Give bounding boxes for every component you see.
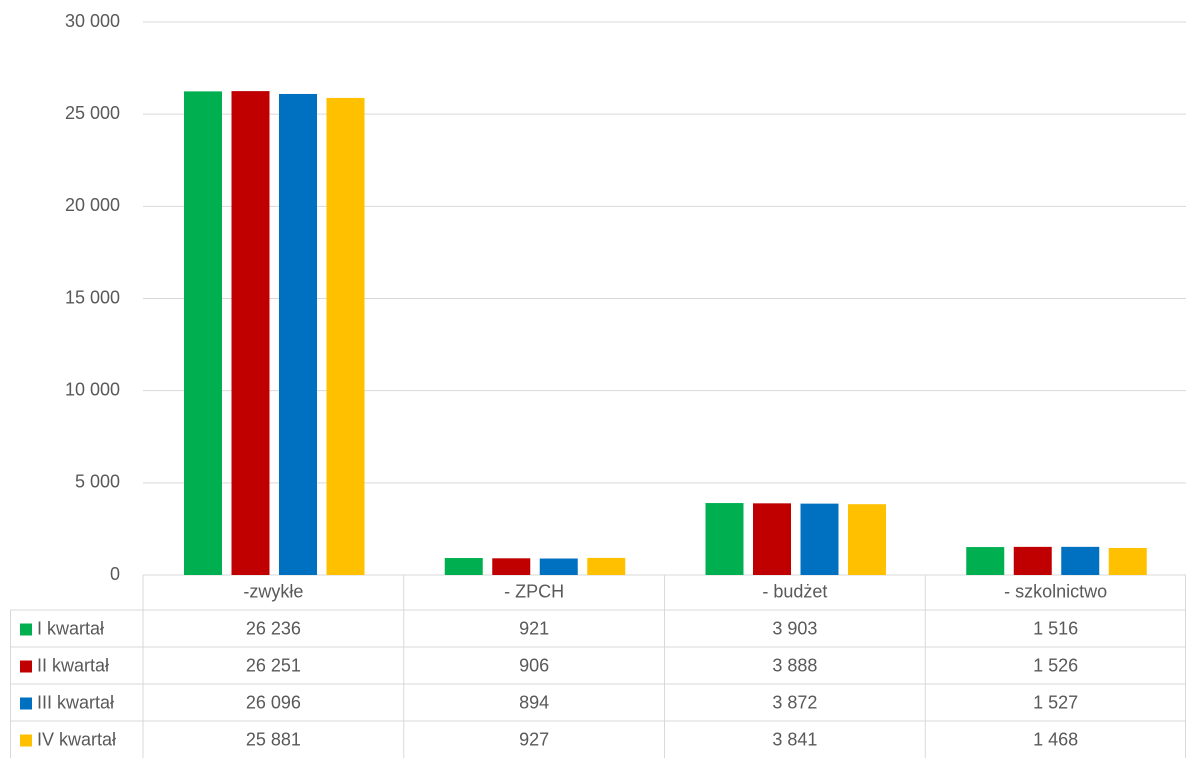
table-value: 3 872 [772, 692, 817, 712]
y-tick-label: 5 000 [75, 472, 120, 492]
table-value: 906 [519, 655, 549, 675]
table-value: 26 251 [246, 655, 301, 675]
legend-label: I kwartał [37, 618, 104, 638]
legend-key [20, 697, 32, 710]
table-value: 3 841 [772, 729, 817, 749]
table-value: 3 888 [772, 655, 817, 675]
table-value: 1 468 [1033, 729, 1078, 749]
y-tick-label: 30 000 [65, 11, 120, 31]
bar [492, 558, 531, 575]
bar [326, 97, 365, 575]
table-value: 26 236 [246, 618, 301, 638]
bar [1108, 547, 1147, 575]
bar [539, 558, 578, 575]
category-label: - ZPCH [504, 581, 564, 601]
y-tick-label: 10 000 [65, 379, 120, 399]
table-value: 894 [519, 692, 549, 712]
bar [800, 503, 839, 575]
bar [753, 503, 791, 575]
bar [848, 504, 886, 575]
y-tick-label: 0 [110, 564, 120, 584]
category-label: - szkolnictwo [1004, 581, 1107, 601]
bar [587, 557, 626, 575]
legend-key [20, 660, 32, 673]
legend-key [20, 734, 32, 747]
table-value: 1 516 [1033, 618, 1078, 638]
bar [444, 558, 483, 575]
table-value: 3 903 [772, 618, 817, 638]
bar [231, 91, 270, 575]
legend-label: II kwartał [37, 655, 109, 675]
bar [184, 91, 222, 576]
y-tick-label: 15 000 [65, 287, 120, 307]
category-label: -zwykłe [243, 581, 303, 601]
legend-key [20, 623, 32, 636]
y-tick-label: 20 000 [65, 195, 120, 215]
bar [279, 93, 317, 575]
y-tick-label: 25 000 [65, 103, 120, 123]
table-value: 921 [519, 618, 549, 638]
bar [1061, 546, 1100, 575]
bar [1013, 546, 1052, 575]
table-value: 25 881 [246, 729, 301, 749]
legend-label: IV kwartał [37, 729, 116, 749]
table-value: 1 526 [1033, 655, 1078, 675]
category-label: - budżet [762, 581, 827, 601]
table-value: 927 [519, 729, 549, 749]
bar [966, 547, 1005, 575]
table-value: 1 527 [1033, 692, 1078, 712]
table-value: 26 096 [246, 692, 301, 712]
legend-label: III kwartał [37, 692, 114, 712]
bar [705, 503, 744, 575]
